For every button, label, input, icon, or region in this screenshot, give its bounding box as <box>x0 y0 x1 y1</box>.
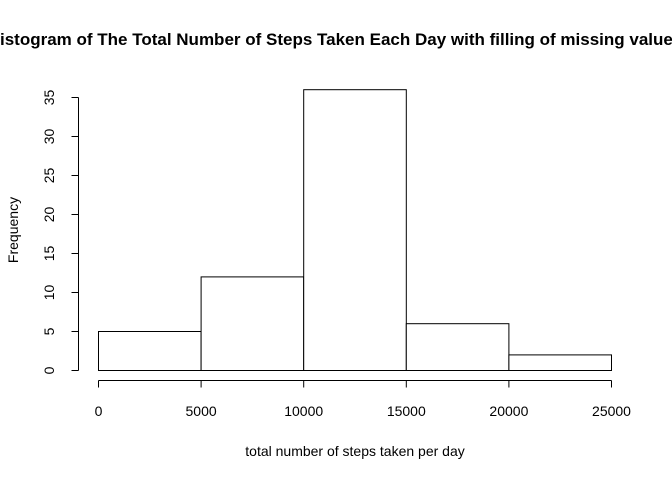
x-tick-label-1: 5000 <box>186 403 217 419</box>
y-tick-label-3: 15 <box>41 246 57 262</box>
x-axis: 0 5000 10000 15000 20000 25000 <box>95 380 631 419</box>
y-tick-label-4: 20 <box>41 207 57 223</box>
x-tick-label-5: 25000 <box>592 403 631 419</box>
histogram-bar-3 <box>405 323 510 372</box>
y-tick-label-6: 30 <box>41 129 57 145</box>
histogram-bar-4 <box>508 354 612 371</box>
histogram-bar-2 <box>303 89 407 371</box>
chart-title: Histogram of The Total Number of Steps T… <box>0 30 672 49</box>
x-tick-label-3: 15000 <box>387 403 426 419</box>
histogram-bar-1 <box>200 276 305 371</box>
x-tick-label-4: 20000 <box>489 403 528 419</box>
x-axis-title: total number of steps taken per day <box>245 443 464 459</box>
y-axis-title: Frequency <box>5 197 21 263</box>
x-tick-label-2: 10000 <box>284 403 323 419</box>
y-axis: 0 5 10 15 20 25 30 35 <box>41 90 79 374</box>
bars-layer <box>98 89 612 372</box>
y-tick-label-2: 10 <box>41 285 57 301</box>
histogram-bar-0 <box>98 331 202 371</box>
y-tick-label-7: 35 <box>41 90 57 106</box>
y-tick-label-1: 5 <box>41 327 57 335</box>
y-tick-label-5: 25 <box>41 168 57 184</box>
y-tick-label-0: 0 <box>41 366 57 374</box>
x-tick-label-0: 0 <box>95 403 103 419</box>
